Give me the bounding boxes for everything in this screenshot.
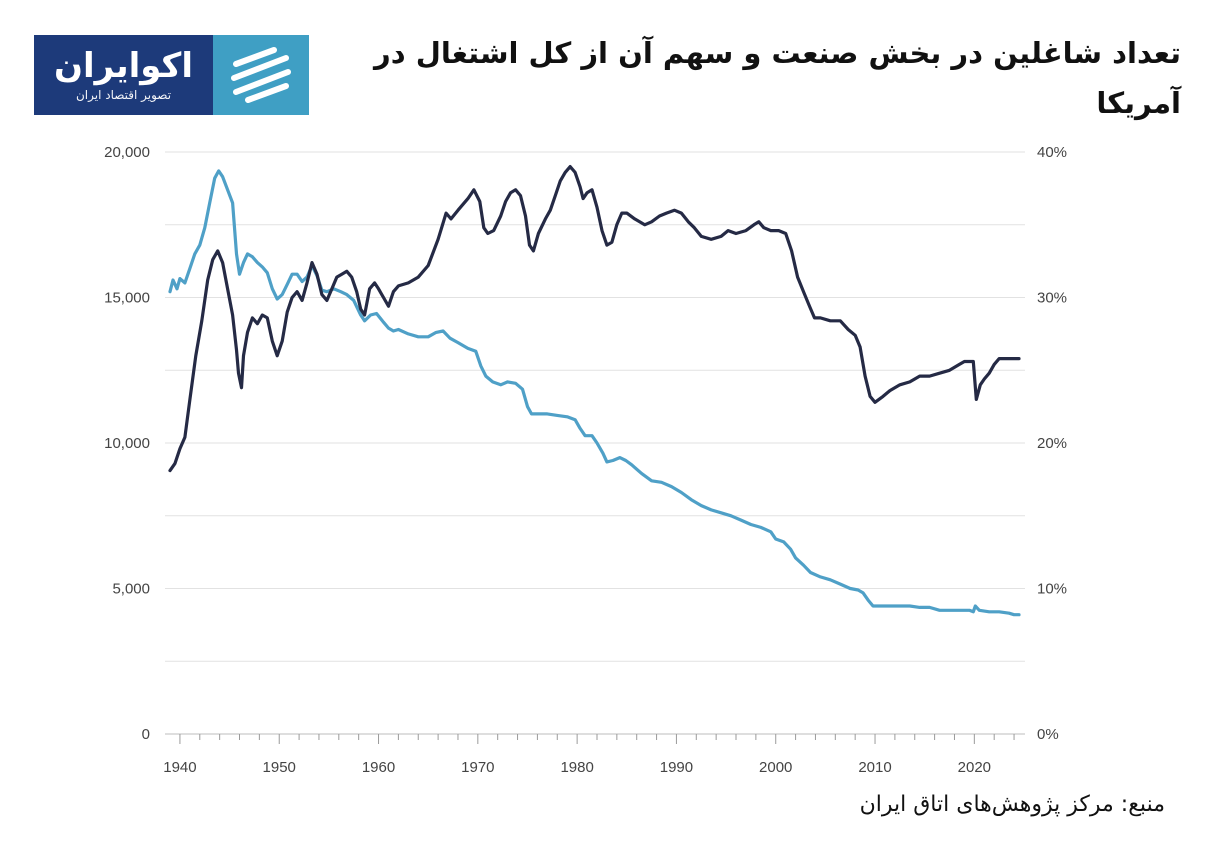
- x-tick-label: 1950: [263, 759, 296, 776]
- y-right-tick-label: 20%: [1037, 435, 1067, 452]
- y-left-tick-label: 10,000: [104, 435, 150, 452]
- series-line-manufacturing_employment: [168, 165, 1021, 473]
- y-right-tick-label: 10%: [1037, 581, 1067, 598]
- x-tick-label: 1980: [560, 759, 593, 776]
- y-left-tick-label: 20,000: [104, 144, 150, 161]
- x-tick-label: 1940: [163, 759, 196, 776]
- chart-y-left-labels: 0 5,000 10,000 15,000 20,000: [104, 144, 150, 743]
- source-note: منبع: مرکز پژوهش‌های اتاق ایران: [859, 792, 1165, 817]
- logo-text-block: اکوایران تصویر اقتصاد ایران: [34, 35, 213, 115]
- x-tick-label: 1990: [660, 759, 693, 776]
- x-tick-label: 2010: [858, 759, 891, 776]
- page-title: تعداد شاغلین در بخش صنعت و سهم آن از کل …: [374, 36, 1181, 120]
- x-tick-label: 1960: [362, 759, 395, 776]
- y-left-tick-label: 5,000: [112, 581, 150, 598]
- y-left-tick-label: 15,000: [104, 290, 150, 307]
- x-tick-label: 2020: [958, 759, 991, 776]
- x-tick-label: 1970: [461, 759, 494, 776]
- y-left-tick-label: 0: [142, 726, 150, 743]
- chart-y-right-labels: 0% 10% 20% 30% 40%: [1037, 144, 1067, 743]
- logo: اکوایران تصویر اقتصاد ایران: [34, 35, 309, 115]
- chart-gridlines: [165, 151, 1025, 735]
- chart-series: [168, 165, 1021, 617]
- y-right-tick-label: 0%: [1037, 726, 1059, 743]
- logo-mark-icon: [213, 35, 309, 115]
- logo-tagline: تصویر اقتصاد ایران: [75, 88, 172, 102]
- logo-name: اکوایران: [54, 46, 193, 86]
- series-line-share_of_total_employment_percent: [168, 169, 1021, 617]
- x-tick-label: 2000: [759, 759, 792, 776]
- y-right-tick-label: 40%: [1037, 144, 1067, 161]
- y-right-tick-label: 30%: [1037, 290, 1067, 307]
- chart-x-axis: 1940 1950 1960 1970 1980 1990 2000 2010 2020: [163, 734, 1015, 776]
